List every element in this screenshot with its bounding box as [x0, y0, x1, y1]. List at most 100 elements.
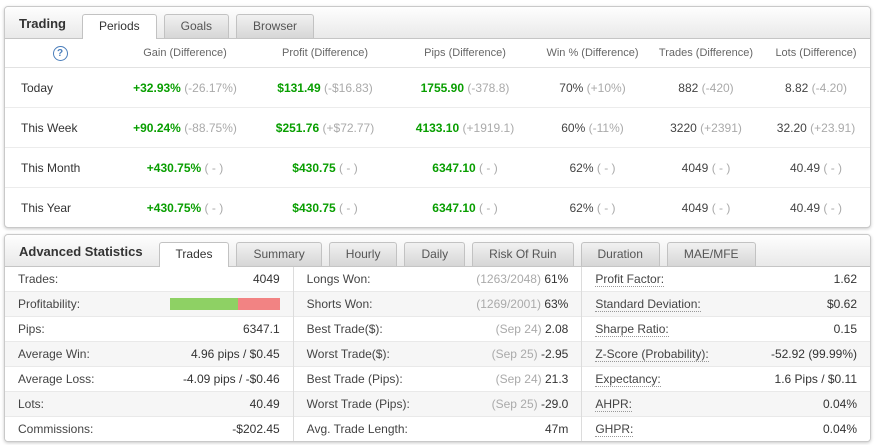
stat-label: Avg. Trade Length:	[306, 422, 408, 436]
value-main: 4133.10	[415, 120, 460, 135]
stat-row-longs-won: Longs Won: (1263/2048) 61%	[293, 267, 582, 292]
trading-panel-header: Trading Periods Goals Browser	[5, 7, 870, 39]
stat-row-lots: Lots: 40.49	[5, 392, 293, 417]
tab-daily[interactable]: Daily	[404, 242, 466, 266]
period-value-cell: 6347.10 ( - )	[395, 188, 535, 228]
stat-value-main: 61%	[544, 272, 569, 286]
tab-trades[interactable]: Trades	[158, 242, 230, 267]
period-value-cell: +90.24% (-88.75%)	[115, 107, 255, 148]
advanced-statistics-panel: Advanced Statistics Trades Summary Hourly D…	[4, 234, 871, 442]
value-difference: ( - )	[204, 160, 224, 175]
value-difference: ( - )	[823, 160, 843, 175]
stat-row-best-trade: Best Trade($): (Sep 24) 2.08	[293, 317, 582, 342]
column-header-gain-difference: Gain (Difference)	[115, 39, 255, 68]
stat-value: -52.92 (99.99%)	[771, 347, 857, 361]
stat-value: 0.04%	[823, 397, 857, 411]
period-row-this-week: This Week +90.24% (-88.75%) $251.76 (+$72.…	[5, 107, 870, 148]
value-main: 60%	[561, 120, 586, 135]
value-main: +430.75%	[146, 160, 202, 175]
stat-value: -4.09 pips / -$0.46	[183, 372, 280, 386]
value-main: $430.75	[292, 200, 336, 215]
stat-value: 6347.1	[243, 322, 280, 336]
value-difference: (-420)	[701, 80, 734, 95]
stat-label: Worst Trade($):	[306, 347, 390, 361]
stat-value-main: -29.0	[540, 397, 569, 411]
stat-value-main: 4049	[252, 272, 280, 286]
tab-mae-mfe[interactable]: MAE/MFE	[666, 242, 756, 266]
stat-value-main: 0.04%	[822, 422, 858, 436]
stat-row-pips: Pips: 6347.1	[5, 317, 293, 342]
value-difference: ( - )	[339, 200, 358, 215]
period-value-cell: +430.75% ( - )	[115, 188, 255, 228]
stat-value: (1263/2048) 61%	[476, 272, 568, 286]
stat-label: GHPR:	[595, 421, 634, 437]
column-header-pips-difference: Pips (Difference)	[395, 39, 535, 68]
stat-value-main: -4.09 pips / -$0.46	[182, 372, 280, 386]
value-difference: ( - )	[204, 200, 224, 215]
value-main: 32.20	[776, 120, 807, 135]
stat-value: (1269/2001) 63%	[476, 297, 568, 311]
stat-value: 40.49	[250, 397, 280, 411]
stat-value: (Sep 25) -2.95	[492, 347, 569, 361]
statistics-grid: Trades: 4049 Profitability: Pips: 6347.1 Aver…	[5, 267, 870, 441]
tab-periods[interactable]: Periods	[81, 14, 157, 39]
tab-risk-of-ruin[interactable]: Risk Of Ruin	[472, 242, 574, 266]
stat-label: Trades:	[18, 272, 59, 286]
stat-label: Profit Factor:	[595, 271, 665, 287]
stat-value-context: (Sep 24)	[495, 372, 542, 386]
stat-value-context: (1269/2001)	[476, 297, 541, 311]
tab-goals[interactable]: Goals	[163, 14, 229, 38]
trading-tabs: Periods Goals Browser	[81, 14, 315, 39]
tab-duration[interactable]: Duration	[580, 242, 660, 266]
stat-value-main: 0.04%	[822, 397, 858, 411]
stat-row-profitability: Profitability:	[5, 292, 293, 317]
period-value-cell: 32.20 (+23.91)	[762, 107, 870, 148]
tab-browser[interactable]: Browser	[236, 14, 315, 38]
stat-value: (Sep 25) -29.0	[492, 397, 569, 411]
value-difference: (+1919.1)	[462, 120, 515, 135]
stat-value-context: (1263/2048)	[476, 272, 541, 286]
value-difference: (-$16.83)	[324, 80, 373, 95]
value-difference: (-26.17%)	[184, 80, 237, 95]
stat-value-main: 1.62	[833, 272, 858, 286]
stat-row-sharpe-ratio: Sharpe Ratio: 0.15	[582, 317, 870, 342]
stat-row-best-trade-pips: Best Trade (Pips): (Sep 24) 21.3	[293, 367, 582, 392]
stat-row-commissions: Commissions: -$202.45	[5, 417, 293, 441]
period-value-cell: 3220 (+2391)	[650, 107, 762, 148]
column-header-lots-difference: Lots (Difference)	[762, 39, 870, 68]
stat-label: AHPR:	[595, 396, 633, 412]
stat-value-main: 21.3	[544, 372, 569, 386]
period-value-cell: 62% ( - )	[535, 147, 650, 188]
value-difference: (-88.75%)	[184, 120, 237, 135]
column-header-trades-difference: Trades (Difference)	[650, 39, 762, 68]
stat-label: Best Trade (Pips):	[306, 372, 403, 386]
stat-row-profit-factor: Profit Factor: 1.62	[582, 267, 870, 292]
profitability-bar-loss-segment	[237, 298, 280, 310]
period-row-this-year: This Year +430.75% ( - ) $430.75 ( - ) 6347…	[5, 188, 870, 228]
period-value-cell: 62% ( - )	[535, 188, 650, 228]
stat-column-3: Profit Factor: 1.62 Standard Deviation: $0.…	[581, 267, 870, 441]
stat-row-average-loss: Average Loss: -4.09 pips / -$0.46	[5, 367, 293, 392]
tab-summary[interactable]: Summary	[236, 242, 322, 266]
stat-row-shorts-won: Shorts Won: (1269/2001) 63%	[293, 292, 582, 317]
value-main: $251.76	[275, 120, 320, 135]
value-main: +32.93%	[133, 80, 181, 95]
stat-value: (Sep 24) 21.3	[496, 372, 569, 386]
value-difference: ( - )	[823, 200, 843, 215]
tab-hourly[interactable]: Hourly	[328, 242, 398, 266]
help-icon[interactable]: ?	[52, 45, 68, 61]
stat-row-z-score-probability: Z-Score (Probability): -52.92 (99.99%)	[582, 342, 870, 367]
stat-value-main: 6347.1	[242, 322, 280, 336]
trading-panel-title: Trading	[19, 16, 66, 31]
stat-label: Pips:	[18, 322, 45, 336]
value-difference: (-4.20)	[811, 80, 848, 95]
period-value-cell: 4133.10 (+1919.1)	[395, 107, 535, 148]
stat-label: Average Loss:	[18, 372, 95, 386]
stat-row-trades: Trades: 4049	[5, 267, 293, 292]
stat-value-main: 2.08	[544, 322, 569, 336]
stat-label: Commissions:	[18, 422, 94, 436]
stat-value: -$202.45	[232, 422, 279, 436]
stat-value: 4049	[253, 272, 280, 286]
value-main: 3220	[670, 120, 697, 135]
value-main: +430.75%	[146, 200, 202, 215]
